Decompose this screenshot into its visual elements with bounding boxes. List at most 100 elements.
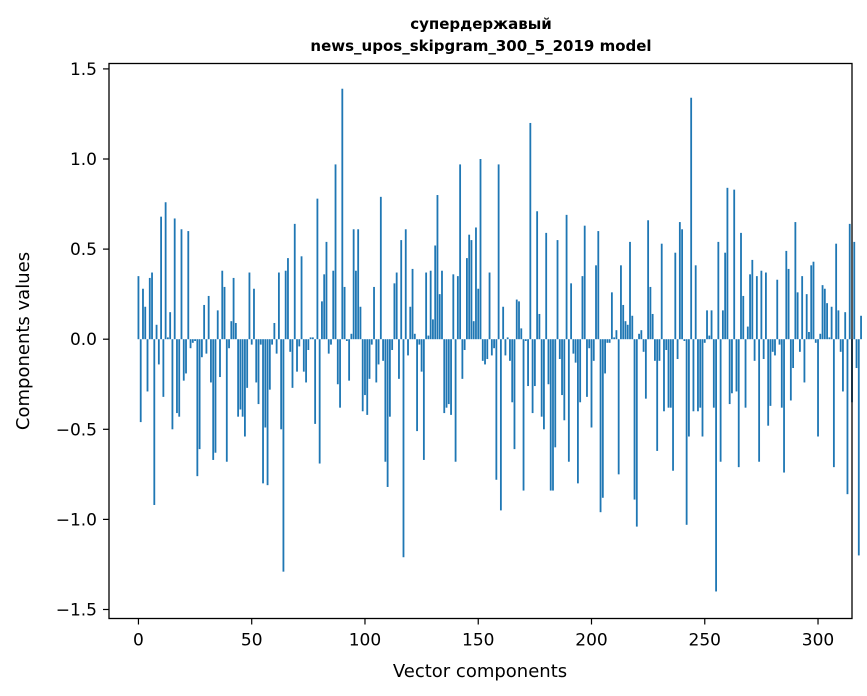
bar-220: [635, 339, 638, 527]
bar-294: [803, 339, 806, 383]
bar-285: [783, 339, 785, 473]
bar-293: [801, 276, 804, 340]
x-axis-label: Vector components: [393, 661, 567, 682]
bar-6: [151, 272, 153, 340]
bar-15: [171, 339, 174, 430]
bar-174: [531, 339, 534, 414]
bar-66: [287, 258, 289, 340]
bar-168: [518, 301, 520, 340]
bar-273: [755, 276, 758, 340]
bar-208: [608, 339, 611, 343]
bar-146: [468, 234, 471, 340]
bar-260: [726, 187, 729, 340]
bar-47: [244, 339, 246, 437]
bar-40: [228, 339, 230, 349]
bar-17: [176, 339, 178, 414]
bar-147: [470, 240, 473, 340]
bar-278: [767, 339, 770, 426]
x-axis-ticks: 0 50 100 150 200 250 300: [133, 618, 834, 651]
bar-103: [370, 339, 373, 345]
bar-205: [601, 339, 604, 498]
bar-27: [198, 339, 201, 450]
bar-207: [606, 339, 609, 343]
bar-197: [583, 225, 586, 340]
bar-262: [731, 339, 733, 394]
bar-5: [148, 277, 151, 340]
bar-65: [284, 270, 287, 340]
bar-125: [420, 339, 423, 372]
bar-145: [466, 258, 468, 340]
bar-226: [649, 286, 652, 340]
y-tick-label: 0.0: [70, 330, 97, 350]
bar-119: [407, 339, 409, 356]
bar-249: [701, 339, 704, 437]
bar-203: [597, 231, 600, 340]
bar-9: [157, 339, 160, 365]
bar-183: [552, 339, 554, 491]
bar-279: [769, 339, 772, 406]
bar-229: [656, 339, 659, 451]
bar-20: [182, 339, 185, 381]
bar-0: [137, 276, 140, 340]
bar-114: [395, 272, 398, 340]
bar-106: [377, 339, 380, 365]
y-tick-label: −0.5: [56, 420, 97, 440]
bar-252: [708, 335, 711, 340]
bar-49: [248, 272, 251, 340]
bar-318: [857, 339, 860, 556]
bar-154: [486, 339, 489, 360]
bar-123: [416, 339, 418, 432]
bar-31: [207, 295, 210, 340]
bar-98: [359, 306, 362, 340]
bar-306: [830, 306, 833, 340]
bar-244: [690, 97, 693, 340]
bar-48: [246, 339, 249, 388]
bar-173: [529, 122, 532, 340]
bar-13: [166, 337, 169, 340]
bar-237: [674, 252, 677, 340]
bar-241: [683, 339, 686, 341]
bar-74: [305, 339, 307, 383]
bar-167: [515, 299, 518, 340]
bar-29: [203, 304, 206, 340]
bar-215: [624, 321, 627, 340]
bar-59: [271, 339, 273, 345]
bar-191: [570, 283, 573, 340]
bar-37: [221, 270, 224, 340]
bar-85: [330, 339, 332, 345]
bar-96: [355, 270, 357, 340]
bar-158: [495, 339, 498, 480]
bar-129: [429, 270, 432, 340]
bar-246: [694, 265, 697, 340]
bar-214: [622, 304, 625, 340]
bar-313: [846, 339, 849, 495]
bar-28: [200, 339, 203, 358]
bar-232: [663, 339, 665, 412]
bar-105: [375, 339, 378, 383]
bar-309: [837, 310, 840, 340]
bar-312: [844, 312, 847, 340]
bar-284: [780, 339, 783, 408]
bar-162: [504, 339, 507, 356]
bar-78: [314, 339, 317, 424]
chart-title: супердержавый: [410, 15, 552, 33]
bar-14: [169, 312, 172, 340]
bar-240: [681, 229, 684, 340]
x-tick-label: 250: [689, 631, 721, 651]
bar-175: [533, 339, 536, 387]
bar-230: [658, 339, 661, 361]
bar-227: [651, 313, 654, 340]
bar-239: [678, 222, 681, 340]
bar-251: [706, 310, 708, 340]
x-tick-label: 150: [462, 631, 494, 651]
bar-238: [676, 339, 679, 360]
bar-283: [778, 339, 781, 345]
bar-82: [323, 274, 326, 340]
bar-44: [237, 339, 240, 417]
bar-81: [321, 301, 323, 340]
bar-45: [239, 339, 242, 410]
bar-209: [610, 292, 613, 340]
bar-35: [216, 310, 219, 340]
bar-18: [178, 339, 181, 417]
bar-160: [499, 339, 502, 511]
